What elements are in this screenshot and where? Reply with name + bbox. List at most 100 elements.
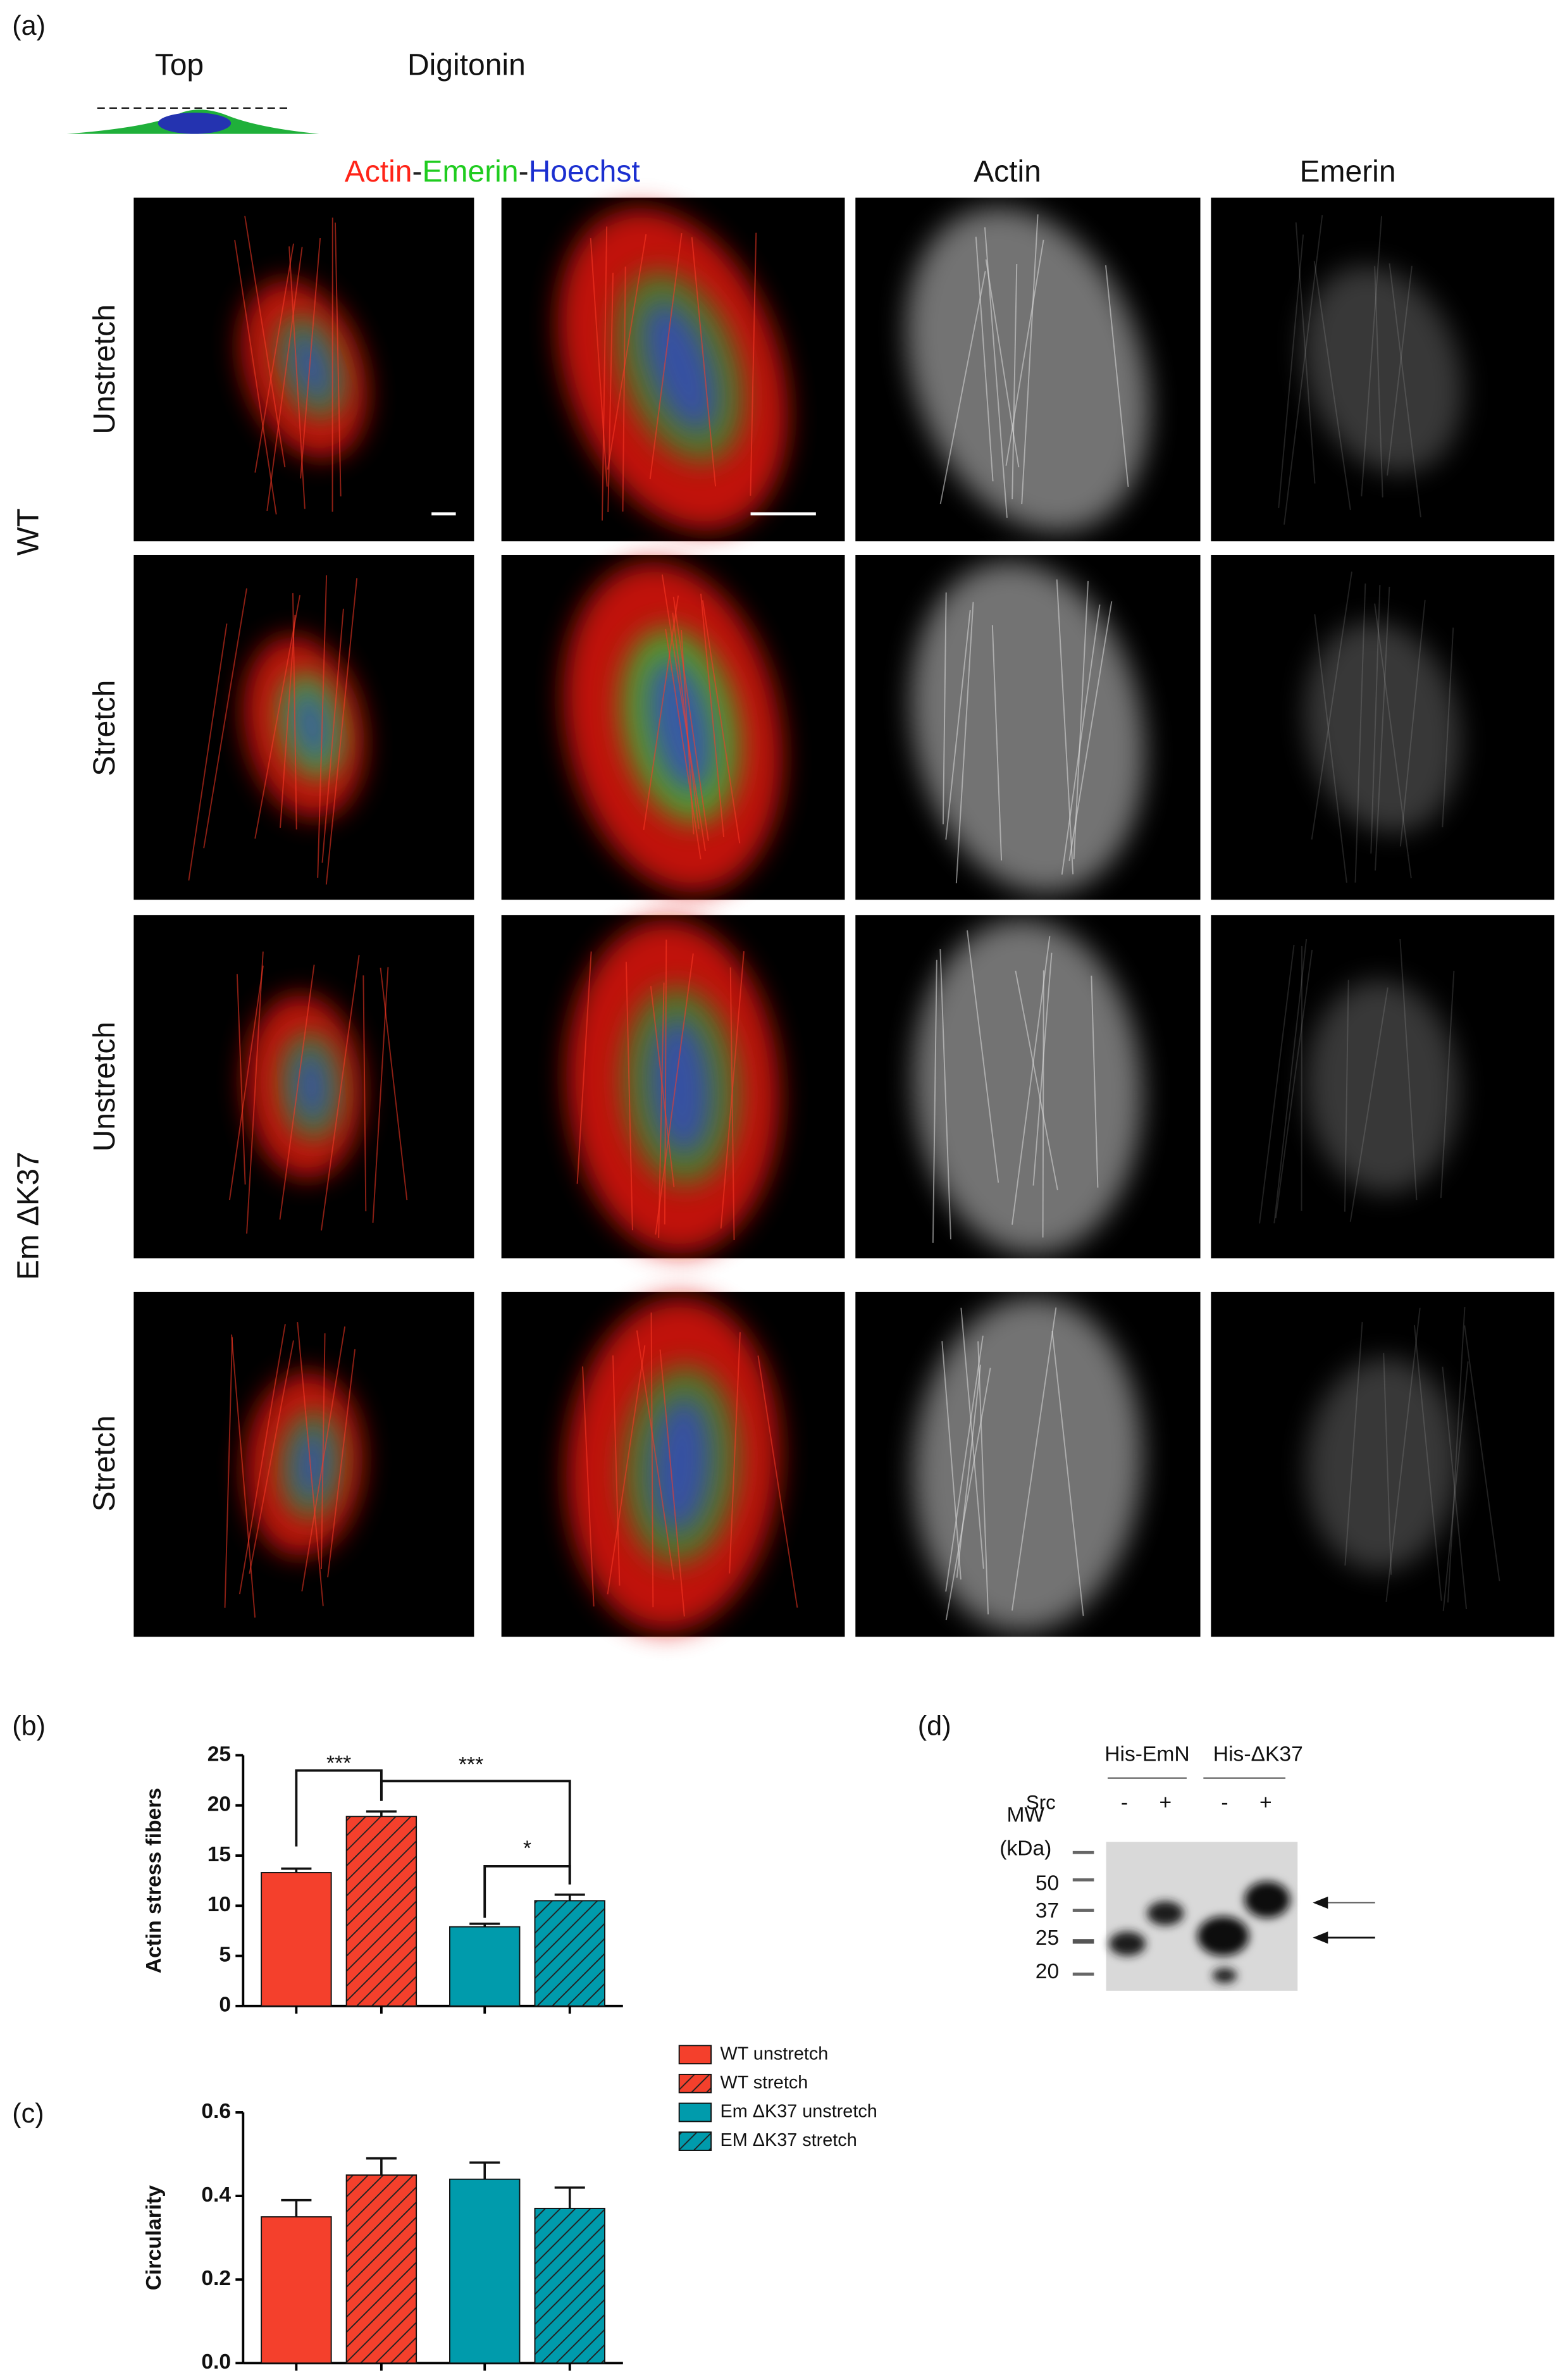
fiber (238, 1324, 286, 1595)
fiber (372, 967, 389, 1223)
fiber (1361, 216, 1383, 497)
fiber (625, 962, 633, 1230)
fiber (1073, 581, 1089, 860)
schematic-label: Top (155, 49, 204, 82)
fiber (942, 592, 947, 825)
bar (449, 1926, 521, 2007)
fiber (955, 602, 974, 884)
fiber (945, 1367, 991, 1621)
merge-header-part: Emerin (422, 155, 518, 189)
bar (345, 1816, 418, 2007)
fiber (945, 610, 971, 840)
fiber (941, 1341, 962, 1580)
y-tick-label: 25 (207, 1742, 231, 1766)
fiber (188, 623, 228, 881)
fiber (607, 234, 647, 470)
fiber (1021, 214, 1039, 505)
group-label: WT (12, 509, 46, 556)
fiber (228, 965, 264, 1201)
fiber (1032, 952, 1053, 1186)
fiber (321, 609, 344, 863)
mw-marker: 37 (1036, 1899, 1059, 1923)
fiber (1311, 571, 1352, 840)
nucleus-signal (643, 301, 717, 432)
panel-label: (c) (12, 2098, 44, 2129)
fiber (249, 1340, 294, 1574)
fiber (967, 930, 999, 1183)
fiber (1056, 579, 1074, 875)
arrow-head (1313, 1931, 1328, 1944)
ladder-band (1072, 1850, 1094, 1854)
fiber (702, 600, 741, 844)
gel-band (1109, 1931, 1146, 1956)
gray-signal (911, 562, 1145, 893)
fiber (650, 1312, 654, 1608)
y-axis-label: Circularity (142, 2185, 166, 2291)
fiber (729, 967, 735, 1241)
fiber (757, 1355, 798, 1608)
micrographs (133, 197, 1555, 1637)
fiber (234, 240, 277, 515)
fiber (607, 1345, 646, 1595)
nucleus-signal (294, 1048, 329, 1124)
fiber (665, 628, 702, 860)
fiber (590, 238, 608, 487)
lane-group-label: His-ΔK37 (1213, 1742, 1303, 1766)
gray-signal (913, 919, 1142, 1254)
fiber (1011, 936, 1051, 1225)
fiber (1383, 1353, 1392, 1575)
legend-label: EM ΔK37 stretch (721, 2130, 857, 2150)
lane-label: - (1221, 1791, 1228, 1814)
fiber (297, 1322, 324, 1606)
fiber (301, 1326, 346, 1592)
fiber (582, 1366, 595, 1607)
fiber (203, 588, 247, 848)
fiber (1104, 265, 1129, 487)
fiber (985, 259, 1020, 468)
bar (261, 1872, 332, 2007)
merge-header-part: - (412, 155, 422, 189)
mw-marker: 20 (1036, 1960, 1059, 1983)
merge-header-part: - (519, 155, 529, 189)
fiber (612, 1355, 621, 1586)
fiber (1349, 987, 1389, 1222)
gray-signal (1306, 980, 1459, 1193)
fiber (945, 1336, 984, 1592)
fiber (1413, 1325, 1442, 1601)
fiber (231, 1334, 256, 1618)
fiber (380, 967, 408, 1201)
fiber (1447, 1307, 1466, 1602)
y-tick-label: 15 (207, 1843, 231, 1866)
fiber (327, 1349, 356, 1578)
gray-signal (906, 208, 1149, 531)
treatment-label: Digitonin (407, 49, 526, 82)
fiber (1442, 1361, 1469, 1611)
fiber (636, 1330, 675, 1580)
significance-bracket (380, 1780, 571, 1885)
nucleus-signal (293, 688, 330, 763)
panel-label: (d) (918, 1711, 951, 1742)
fiber (991, 625, 1003, 861)
fiber (334, 222, 342, 497)
nucleus-signal (290, 331, 331, 403)
fiber (1011, 264, 1018, 500)
fiber (1051, 1330, 1084, 1616)
fiber (1375, 586, 1390, 871)
fiber (655, 953, 694, 1235)
fiber (1385, 1308, 1421, 1602)
y-tick-label: 0.0 (201, 2350, 231, 2374)
fiber (1344, 979, 1349, 1212)
fiber (1273, 938, 1308, 1224)
fiber (1354, 583, 1366, 883)
mw-marker: 50 (1036, 1872, 1059, 1895)
fiber (622, 266, 626, 512)
lane-label: - (1121, 1791, 1128, 1814)
y-tick-label: 10 (207, 1893, 231, 1916)
gel-band (1212, 1968, 1237, 1983)
fiber (977, 1341, 989, 1615)
y-tick-label: 0 (219, 1993, 231, 2017)
merge-header: Actin-Emerin-Hoechst (345, 155, 640, 189)
fiber (1275, 950, 1313, 1218)
